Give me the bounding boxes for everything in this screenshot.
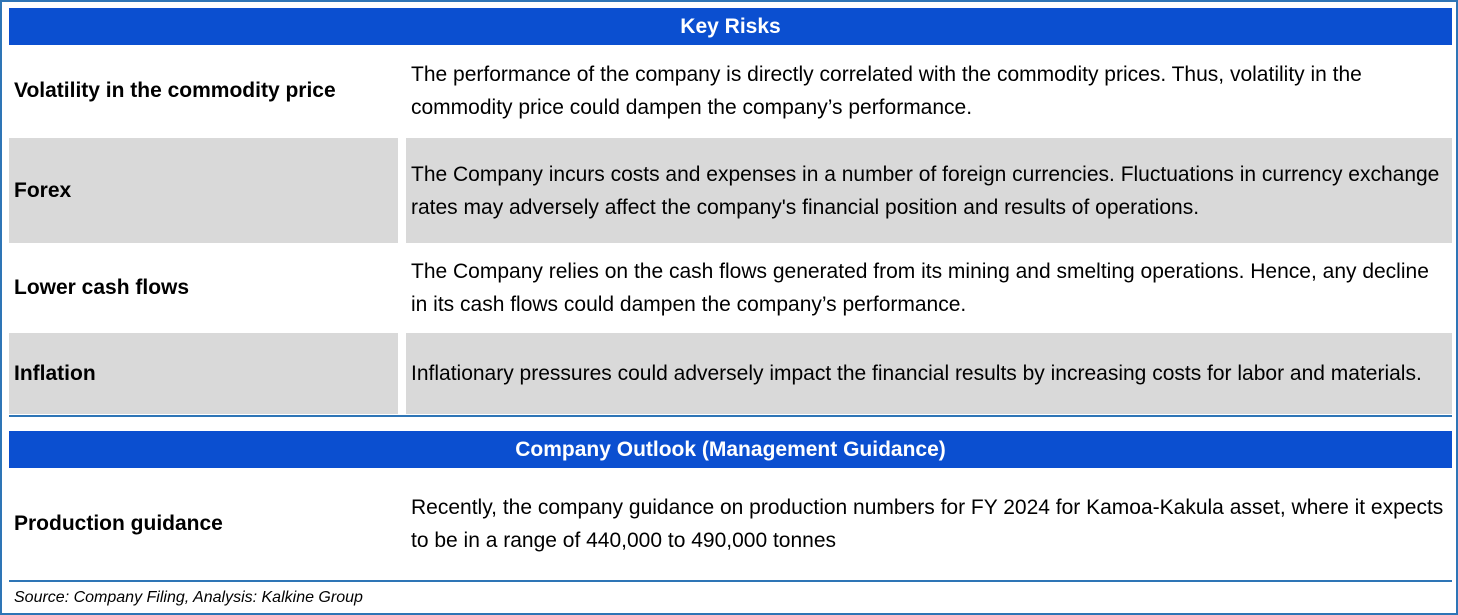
risk-text-forex: The Company incurs costs and expenses in… bbox=[406, 138, 1452, 243]
risk-text-cash-flows: The Company relies on the cash flows gen… bbox=[411, 260, 1429, 316]
key-risks-header: Key Risks bbox=[9, 8, 1452, 45]
outlook-text-production: Recently, the company guidance on produc… bbox=[411, 496, 1444, 552]
risk-text-commodity: The performance of the company is direct… bbox=[411, 62, 1362, 119]
risk-label-commodity: Volatility in the commodity price bbox=[14, 78, 336, 102]
section-divider bbox=[9, 415, 1452, 417]
risk-label-inflation: Inflation bbox=[9, 333, 398, 414]
outlook-label-production: Production guidance bbox=[14, 512, 223, 535]
risk-label-cash-flows: Lower cash flows bbox=[14, 276, 190, 299]
source-note: Source: Company Filing, Analysis: Kalkin… bbox=[14, 589, 363, 606]
risk-text-inflation: Inflationary pressures could adversely i… bbox=[406, 333, 1452, 414]
outlook-header: Company Outlook (Management Guidance) bbox=[9, 431, 1452, 468]
risk-label-forex: Forex bbox=[9, 138, 398, 243]
footer-divider bbox=[9, 580, 1452, 582]
